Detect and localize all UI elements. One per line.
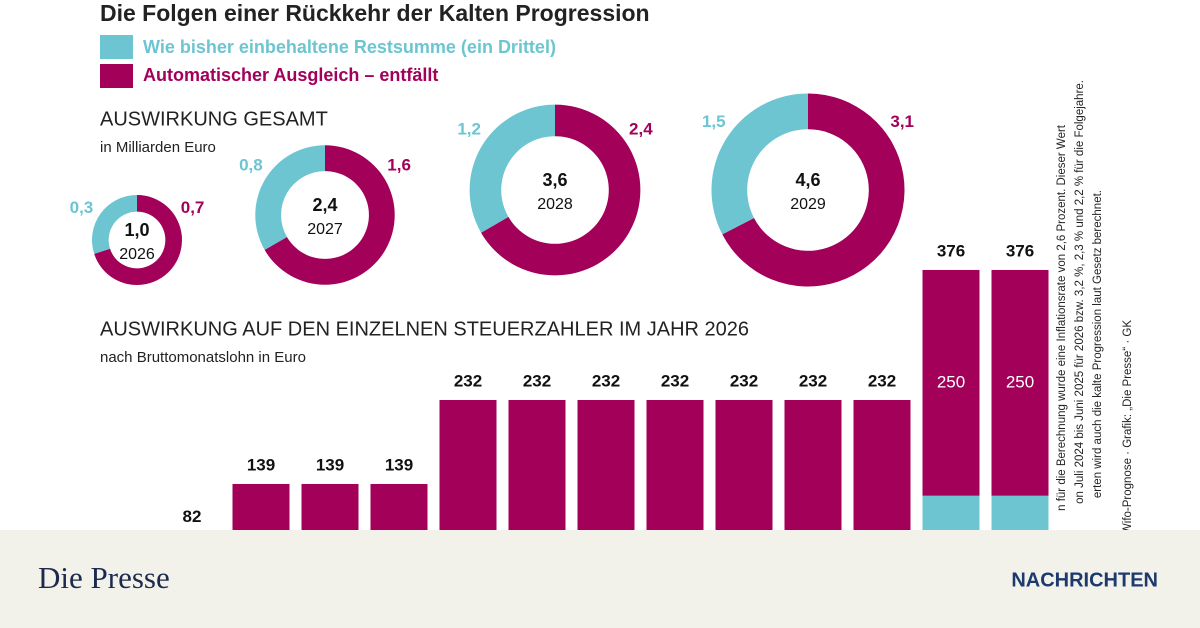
- footer-bar: [0, 530, 1200, 628]
- value-label: 0,3: [70, 198, 94, 217]
- bar-segment: [715, 400, 773, 540]
- note-line: on Juli 2024 bis Juni 2025 für 2026 bzw.…: [1074, 80, 1086, 504]
- section-label: NACHRICHTEN: [1011, 569, 1158, 591]
- segment-label: 250: [1006, 372, 1034, 391]
- donut-total: 2,4: [312, 195, 337, 215]
- brand: Die Presse: [38, 560, 170, 595]
- donut-total: 1,0: [124, 220, 149, 240]
- total-label: 139: [316, 455, 344, 474]
- value-label: 1,5: [702, 112, 726, 131]
- bar-segment: [784, 400, 842, 540]
- value-label: 3,1: [890, 112, 914, 131]
- bar-segment: [853, 400, 911, 540]
- section-subtitle: nach Bruttomonatslohn in Euro: [100, 349, 306, 366]
- legend-swatch: [100, 35, 133, 59]
- segment-label: 250: [937, 372, 965, 391]
- total-label: 232: [661, 371, 689, 390]
- value-label: 0,8: [239, 156, 263, 175]
- donut-year: 2029: [790, 196, 826, 213]
- title: Die Folgen einer Rückkehr der Kalten Pro…: [100, 0, 650, 26]
- donut-year: 2027: [307, 221, 343, 238]
- total-label: 232: [592, 371, 620, 390]
- donut-year: 2026: [119, 246, 155, 263]
- donut-segment: [94, 195, 182, 285]
- donut-year: 2028: [537, 196, 573, 213]
- total-label: 232: [454, 371, 482, 390]
- total-label: 139: [385, 455, 413, 474]
- bar-segment: [646, 400, 704, 540]
- donut-total: 3,6: [542, 170, 567, 190]
- value-label: 1,6: [387, 156, 411, 175]
- source-note: n für die Berechnung wurde eine Inflatio…: [1056, 80, 1134, 569]
- value-label: 2,4: [629, 120, 653, 139]
- donut-segment: [481, 104, 641, 276]
- bar-segment: [577, 400, 635, 540]
- note-line: ustria, Wifo-Prognose · Grafik: „Die Pre…: [1122, 320, 1134, 569]
- donut-segment: [255, 145, 325, 250]
- footer: Die Presse NACHRICHTEN: [0, 530, 1200, 628]
- total-label: 139: [247, 455, 275, 474]
- total-label: 232: [799, 371, 827, 390]
- donut-total: 4,6: [795, 170, 820, 190]
- section-title: AUSWIRKUNG AUF DEN EINZELNEN STEUERZAHLE…: [100, 318, 749, 340]
- section-title: AUSWIRKUNG GESAMT: [100, 108, 328, 130]
- legend-swatch: [100, 64, 133, 88]
- value-label: 1,2: [457, 120, 481, 139]
- total-label: 376: [1006, 241, 1034, 260]
- total-label: 232: [523, 371, 551, 390]
- note-line: erten wird auch die kalte Progression la…: [1092, 190, 1104, 498]
- note-line: n für die Berechnung wurde eine Inflatio…: [1056, 124, 1068, 511]
- total-label: 232: [868, 371, 896, 390]
- bar-segment: [508, 400, 566, 540]
- total-label: 232: [730, 371, 758, 390]
- donut-segment: [264, 145, 395, 285]
- value-label: 0,7: [181, 198, 205, 217]
- donut-segment: [722, 93, 905, 287]
- donut-segment: [91, 195, 137, 254]
- section-subtitle: in Milliarden Euro: [100, 139, 216, 156]
- donut-segment: [469, 104, 555, 233]
- donut-segment: [711, 93, 808, 235]
- bar-segment: [991, 269, 1049, 496]
- legend-label: Automatischer Ausgleich – entfällt: [143, 65, 438, 85]
- total-label: 376: [937, 241, 965, 260]
- bar-segment: [439, 400, 497, 540]
- total-label: 82: [183, 507, 202, 526]
- bar-segment: [922, 269, 980, 496]
- legend-label: Wie bisher einbehaltene Restsumme (ein D…: [143, 37, 556, 57]
